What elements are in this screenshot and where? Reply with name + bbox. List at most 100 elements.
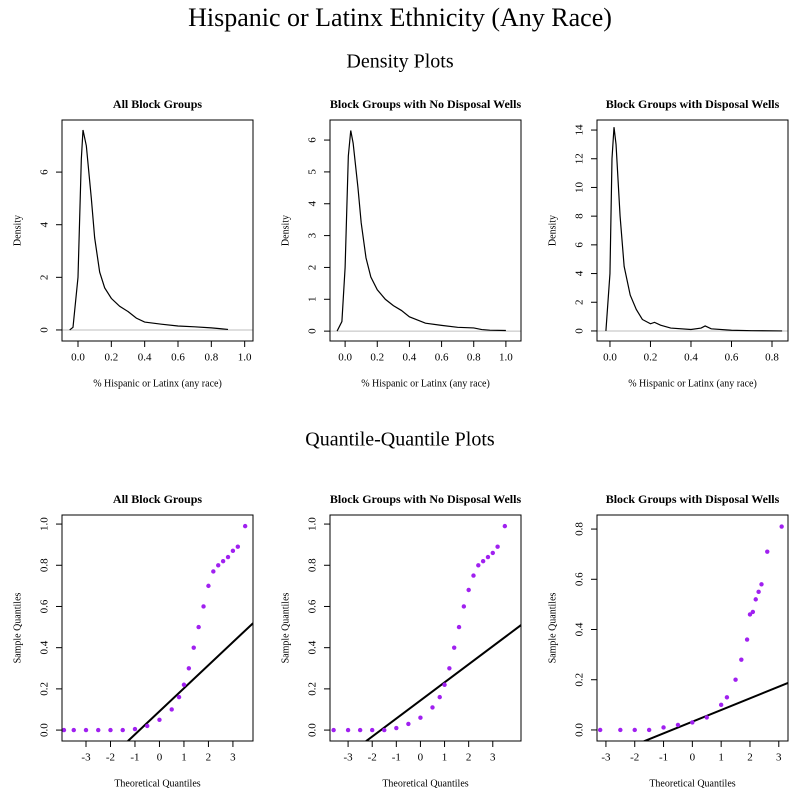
qq-point: [480, 558, 486, 564]
y-tick-label: 0.6: [39, 599, 51, 613]
qq-point: [661, 725, 666, 730]
y-tick-label: 12: [574, 153, 586, 164]
x-tick-label: 0.4: [138, 352, 152, 364]
qq-point: [456, 624, 462, 630]
qq-point: [471, 573, 476, 578]
x-tick-label: -1: [392, 752, 401, 764]
qq-point: [442, 682, 447, 687]
qq-point: [502, 523, 508, 529]
x-tick-label: 0: [690, 752, 696, 764]
qq-point: [370, 727, 375, 733]
qq-point: [646, 727, 652, 733]
y-tick-label: 0.8: [39, 558, 51, 572]
y-tick-label: 0.0: [574, 723, 586, 737]
y-tick-label: 0.0: [307, 723, 319, 737]
plot-area: [62, 129, 253, 331]
x-tick-label: 3: [490, 752, 496, 764]
y-tick-label: 6: [307, 137, 319, 143]
y-tick-label: 0: [574, 328, 586, 334]
y-tick-label: 0.6: [307, 599, 319, 613]
x-tick-label: 0.2: [104, 352, 118, 364]
panel-title: Block Groups with No Disposal Wells: [330, 492, 522, 506]
x-axis-label: % Hispanic or Latinx (any race): [93, 378, 222, 389]
qq-point: [169, 707, 174, 712]
y-tick-label: 4: [39, 221, 51, 227]
qq-point: [235, 544, 241, 549]
x-tick-label: 1: [442, 752, 448, 764]
qq-point: [220, 558, 226, 564]
qq-point: [230, 548, 236, 554]
plot-box: [61, 514, 254, 742]
qq-point: [181, 682, 187, 687]
qq-point: [451, 645, 457, 650]
x-tick-label: 0.8: [467, 352, 481, 364]
qq-point: [145, 723, 150, 729]
qq-point: [132, 726, 138, 732]
reference-line: [126, 622, 253, 741]
plot-box: [61, 119, 254, 342]
qq-point: [750, 609, 756, 615]
qq-point: [394, 725, 399, 731]
y-tick-label: 6: [39, 169, 51, 175]
x-tick-label: 0.2: [370, 352, 384, 364]
qq-point: [490, 550, 495, 556]
qq-point: [211, 569, 216, 574]
y-tick-label: 0.2: [307, 682, 319, 696]
x-tick-label: 0.4: [684, 352, 698, 364]
qq-point: [108, 727, 113, 733]
y-tick-label: 1.0: [39, 517, 51, 531]
density-curve: [336, 130, 506, 332]
panel-title: Block Groups with No Disposal Wells: [330, 97, 522, 111]
qq-point: [225, 554, 231, 560]
y-tick-label: 0.6: [574, 572, 586, 586]
plot-box: [329, 514, 522, 742]
y-tick-label: 0.8: [307, 558, 319, 572]
qq-point: [690, 720, 695, 725]
qq-point: [186, 666, 192, 671]
y-tick-label: 0.0: [39, 723, 51, 737]
plot-box: [329, 119, 522, 342]
y-tick-label: 4: [307, 201, 319, 207]
x-tick-label: 2: [747, 752, 753, 764]
y-tick-label: 1.0: [307, 517, 319, 531]
y-tick-label: 14: [574, 124, 586, 136]
plot-area: [597, 127, 788, 332]
qq-point: [120, 727, 125, 733]
qq-point: [62, 727, 67, 733]
x-axis-label: % Hispanic or Latinx (any race): [361, 378, 490, 389]
qq-point: [406, 721, 411, 727]
x-tick-label: 2: [466, 752, 472, 764]
qq-point: [597, 727, 603, 733]
qq-point: [206, 583, 211, 589]
x-tick-label: 0: [418, 752, 424, 764]
qq-point: [437, 694, 442, 700]
y-tick-label: 8: [574, 213, 586, 219]
x-tick-label: -3: [81, 752, 91, 764]
qq-point: [495, 544, 500, 549]
x-tick-label: 0.4: [403, 352, 417, 364]
y-tick-label: 0.4: [39, 640, 51, 654]
y-tick-label: 5: [307, 169, 319, 175]
x-tick-label: 0: [157, 752, 163, 764]
x-tick-label: -2: [368, 752, 377, 764]
y-axis-label: Sample Quantiles: [280, 592, 291, 663]
x-tick-label: -3: [601, 752, 611, 764]
plot-area: [331, 523, 521, 741]
qq-point: [632, 727, 637, 733]
x-tick-label: 3: [230, 752, 236, 764]
qq-point: [447, 666, 452, 671]
qq-point: [242, 523, 248, 529]
y-tick-label: 0.8: [574, 522, 586, 536]
qq-point: [765, 549, 770, 554]
section-title: Density Plots: [346, 51, 453, 73]
x-tick-label: 0.6: [171, 352, 185, 364]
qq-point: [724, 695, 730, 700]
y-tick-label: 1: [307, 297, 319, 303]
y-tick-label: 0.4: [574, 622, 586, 636]
y-tick-label: 0: [39, 327, 51, 333]
qq-point: [357, 727, 363, 733]
y-tick-label: 10: [574, 181, 586, 193]
y-axis-label: Sample Quantiles: [12, 592, 23, 663]
y-axis-label: Density: [12, 215, 23, 246]
